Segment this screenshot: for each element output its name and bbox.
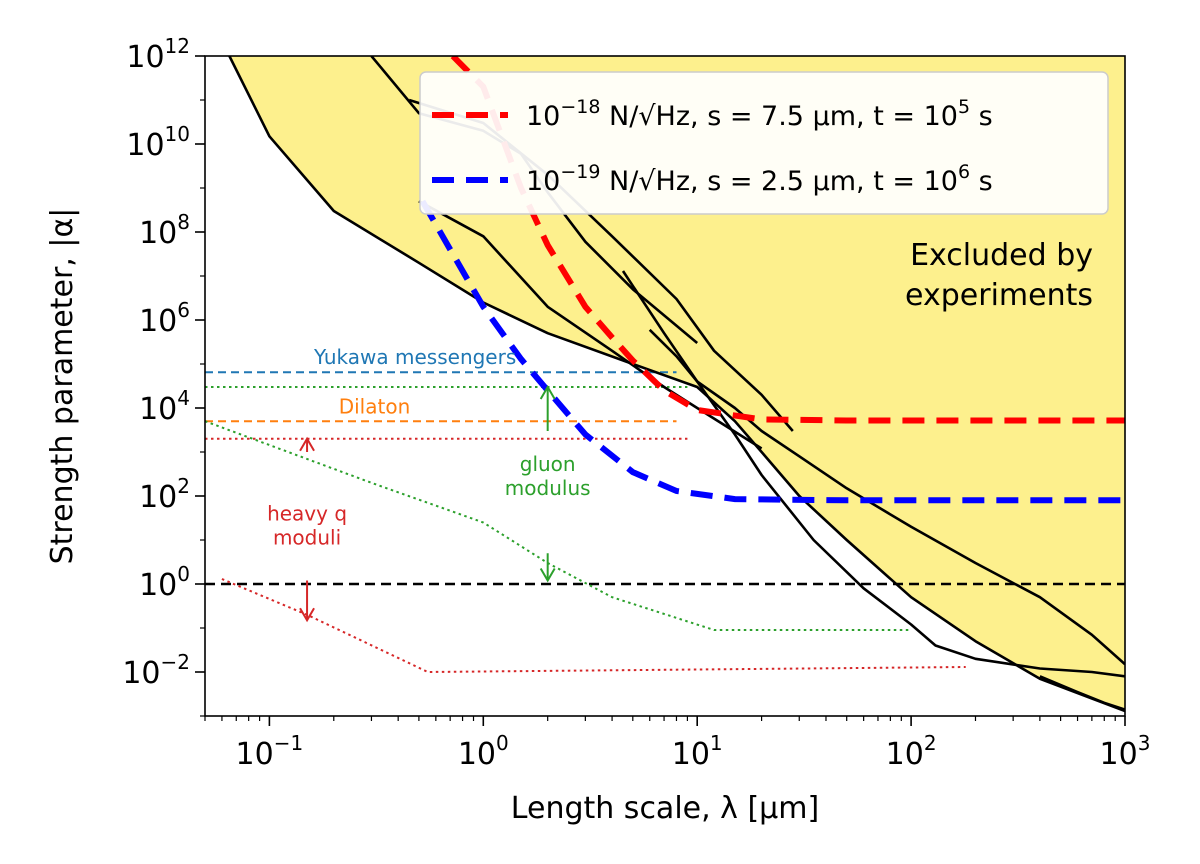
y-tick-label: 10−2 xyxy=(122,650,190,691)
annotation-label-2: gluon modulus xyxy=(505,452,591,500)
legend-box xyxy=(419,71,1109,215)
legend-label-1: 10−19 N/√Hz, s = 2.5 μm, t = 106 s xyxy=(526,161,993,197)
y-tick-label: 104 xyxy=(139,386,190,427)
annotation-arrow-0 xyxy=(539,385,556,432)
y-tick-label: 1010 xyxy=(126,122,190,163)
y-axis-label: Strength parameter, |α| xyxy=(45,208,80,565)
x-tick-label: 103 xyxy=(1100,731,1151,772)
annotation-arrow-2 xyxy=(299,436,315,452)
legend-entry-1: 10−19 N/√Hz, s = 2.5 μm, t = 106 s xyxy=(432,161,993,197)
legend: 10−18 N/√Hz, s = 7.5 μm, t = 105 s 10−19 … xyxy=(419,71,1109,215)
x-tick-label: 10−1 xyxy=(236,731,304,772)
reference-line-6 xyxy=(221,578,966,674)
series-line-1 xyxy=(419,199,1125,504)
excluded-region-label: Excluded by experiments xyxy=(905,238,1093,313)
x-tick-label: 102 xyxy=(886,731,937,772)
plot-area: Yukawa messengers Dilaton gluon modulus heav… xyxy=(205,56,1125,713)
y-tick-label: 100 xyxy=(139,562,190,603)
annotation-arrow-1 xyxy=(539,553,556,583)
y-tick-label: 106 xyxy=(139,298,190,339)
plot-frame xyxy=(204,55,1126,717)
annotation-arrow-3 xyxy=(299,580,315,623)
constraint-curve-5 xyxy=(1039,675,1125,711)
legend-entry-0: 10−18 N/√Hz, s = 7.5 μm, t = 105 s xyxy=(432,96,993,132)
axes: 10−1 100 101 102 103 10−2 100 102 104 106 108 1010 1… xyxy=(122,34,1150,772)
x-axis-label: Length scale, λ [μm] xyxy=(511,791,819,826)
y-tick-label: 1012 xyxy=(126,34,190,75)
y-tick-label: 108 xyxy=(139,210,190,251)
annotation-label-1: Dilaton xyxy=(339,394,411,418)
x-tick-label: 101 xyxy=(672,731,723,772)
y-tick-label: 102 xyxy=(139,474,190,515)
legend-label-0: 10−18 N/√Hz, s = 7.5 μm, t = 105 s xyxy=(526,96,993,132)
constraint-curve-0 xyxy=(228,56,1125,713)
x-tick-label: 100 xyxy=(458,731,509,772)
constraint-curve-1 xyxy=(418,200,763,450)
constraint-curve-6 xyxy=(648,328,1125,666)
annotation-label-0: Yukawa messengers xyxy=(313,345,516,369)
annotation-label-3: heavy q moduli xyxy=(267,501,347,549)
